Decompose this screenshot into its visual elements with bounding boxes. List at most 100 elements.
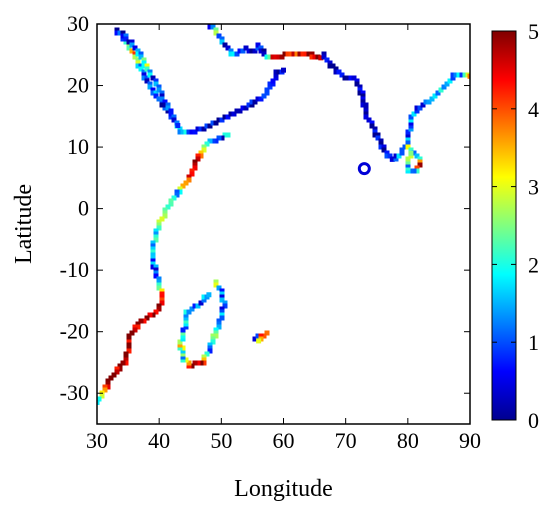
data-cell [126, 339, 132, 345]
segment-india-east-coast [390, 72, 470, 162]
data-cell [180, 183, 186, 189]
data-cell [246, 102, 252, 108]
data-cell [153, 228, 159, 234]
data-cell [153, 234, 159, 240]
data-cell [219, 39, 225, 45]
data-cell [303, 51, 309, 57]
data-cell [216, 318, 222, 324]
data-cell [213, 333, 219, 339]
data-cell [243, 45, 249, 51]
data-cell [207, 348, 213, 354]
data-cell [216, 321, 222, 327]
data-cell [363, 102, 369, 108]
data-cell [165, 108, 171, 114]
colorbar-ticks: 0 1 2 3 4 5 [492, 19, 539, 433]
data-cell [162, 207, 168, 213]
data-cell [165, 105, 171, 111]
data-cell [147, 72, 153, 78]
data-cell [363, 108, 369, 114]
data-cell [150, 312, 156, 318]
data-cell [405, 165, 411, 171]
data-cell [207, 345, 213, 351]
data-cell [132, 327, 138, 333]
data-cell [441, 84, 447, 90]
data-cell [381, 147, 387, 153]
data-cell [405, 138, 411, 144]
data-cell [387, 153, 393, 159]
data-cell [201, 354, 207, 360]
segment-maldives-ring [357, 162, 371, 176]
data-cell [126, 45, 132, 51]
data-cell [252, 336, 258, 342]
data-cell [171, 195, 177, 201]
data-cell [183, 318, 189, 324]
data-cell [396, 153, 402, 159]
data-cell [231, 111, 237, 117]
data-cell [417, 105, 423, 111]
data-cell [282, 51, 288, 57]
data-cell [354, 81, 360, 87]
data-cell [330, 63, 336, 69]
data-cell [147, 69, 153, 75]
data-cell [423, 99, 429, 105]
data-cell [147, 81, 153, 87]
data-cell [213, 138, 219, 144]
data-cell [201, 297, 207, 303]
data-cell [267, 54, 273, 60]
data-cell [114, 30, 120, 36]
data-cell [144, 78, 150, 84]
data-cell [180, 327, 186, 333]
data-cell [393, 153, 399, 159]
data-cell [210, 24, 216, 30]
data-cell [175, 123, 181, 129]
data-cell [123, 357, 129, 363]
data-cell [195, 156, 201, 162]
data-cell [378, 144, 384, 150]
data-cell [129, 330, 135, 336]
data-cell [219, 288, 225, 294]
data-cell [219, 306, 225, 312]
y-tick-label: -30 [60, 380, 89, 405]
data-cell [132, 51, 138, 57]
data-cell [207, 24, 213, 30]
data-cell [210, 138, 216, 144]
data-cell [405, 156, 411, 162]
data-cell [153, 309, 159, 315]
data-cell [279, 54, 285, 60]
data-cell [411, 111, 417, 117]
y-tick-label: 20 [67, 73, 89, 98]
data-cell [156, 225, 162, 231]
data-cell [467, 73, 470, 79]
data-cell [408, 123, 414, 129]
data-cell [195, 153, 201, 159]
data-cell [297, 51, 303, 57]
data-cell [204, 141, 210, 147]
data-cell [261, 51, 267, 57]
data-cell [210, 336, 216, 342]
data-cell [180, 129, 186, 135]
data-cell [150, 87, 156, 93]
data-cell [294, 51, 300, 57]
data-cell [360, 96, 366, 102]
data-cell [174, 120, 180, 126]
data-cell [216, 135, 222, 141]
colorbar-tick-label: 1 [528, 330, 539, 355]
data-cell [192, 360, 198, 366]
data-cell [186, 360, 192, 366]
data-cell [195, 303, 201, 309]
data-cell [291, 51, 297, 57]
data-cell [189, 168, 195, 174]
data-cell [219, 117, 225, 123]
data-cell [384, 153, 390, 159]
data-cell [360, 99, 366, 105]
data-cell [219, 291, 225, 297]
data-cell [246, 48, 252, 54]
data-cell [306, 51, 312, 57]
data-cell [405, 168, 411, 174]
data-cell [126, 39, 132, 45]
x-tick-label: 50 [210, 428, 232, 453]
data-cell [141, 63, 147, 69]
data-cell [150, 261, 156, 267]
data-cell [147, 312, 153, 318]
data-cell [171, 114, 177, 120]
